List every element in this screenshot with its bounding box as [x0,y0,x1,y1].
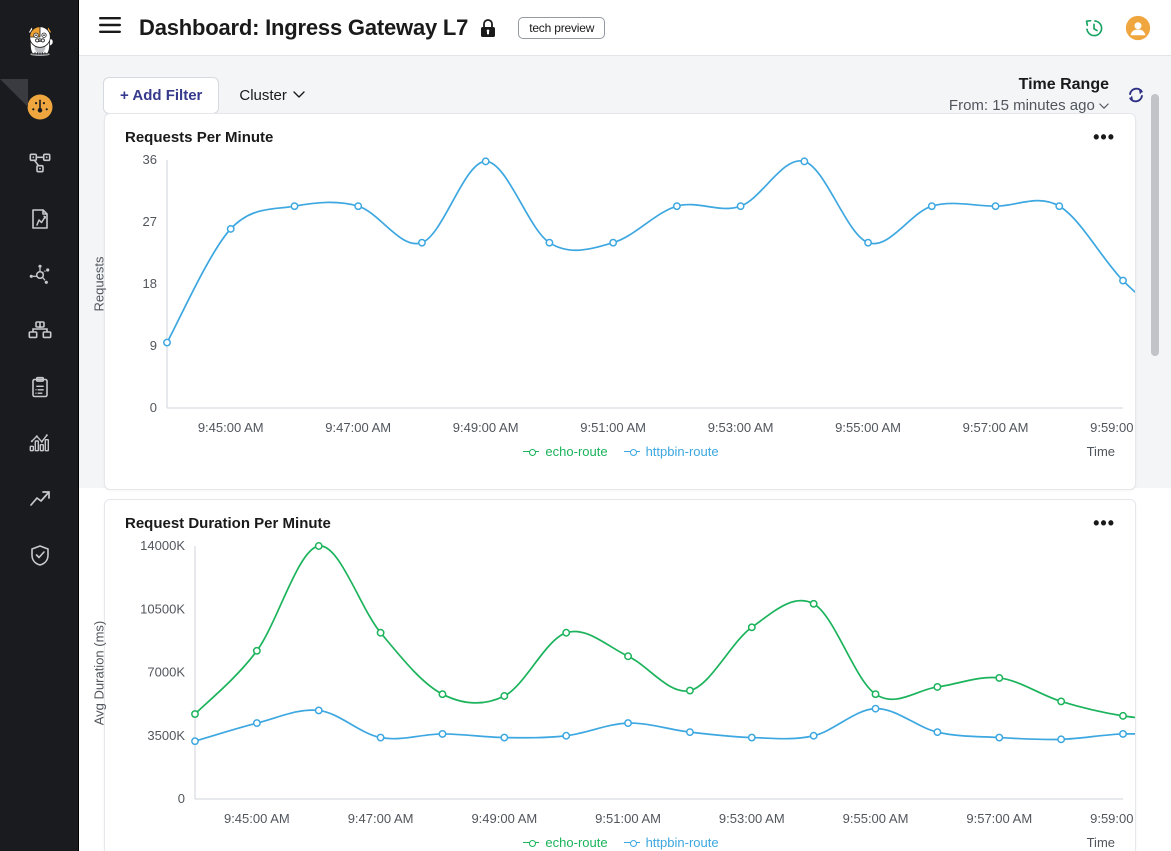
svg-text:9:45:00 AM: 9:45:00 AM [198,420,264,435]
svg-text:9:47:00 AM: 9:47:00 AM [348,811,414,826]
svg-text:9:55:00 AM: 9:55:00 AM [843,811,909,826]
svg-text:7000K: 7000K [147,665,185,680]
svg-text:9:47:00 AM: 9:47:00 AM [325,420,391,435]
svg-text:9:45:00 AM: 9:45:00 AM [224,811,290,826]
svg-text:9:51:00 AM: 9:51:00 AM [580,420,646,435]
svg-text:9:57:00 AM: 9:57:00 AM [966,811,1032,826]
svg-text:3500K: 3500K [147,728,185,743]
svg-text:9:49:00 AM: 9:49:00 AM [471,811,537,826]
svg-text:9:59:00 AM: 9:59:00 AM [1090,420,1135,435]
svg-text:10500K: 10500K [140,601,185,616]
svg-text:9:49:00 AM: 9:49:00 AM [453,420,519,435]
svg-text:9:51:00 AM: 9:51:00 AM [595,811,661,826]
svg-text:14000K: 14000K [140,538,185,553]
svg-text:27: 27 [143,214,157,229]
svg-text:36: 36 [143,152,157,167]
svg-text:0: 0 [150,400,157,415]
svg-text:9:57:00 AM: 9:57:00 AM [963,420,1029,435]
svg-text:9:55:00 AM: 9:55:00 AM [835,420,901,435]
svg-text:9:53:00 AM: 9:53:00 AM [719,811,785,826]
svg-text:18: 18 [143,276,157,291]
svg-text:9:59:00 AM: 9:59:00 AM [1090,811,1135,826]
svg-text:9: 9 [150,338,157,353]
svg-text:9:53:00 AM: 9:53:00 AM [708,420,774,435]
svg-text:0: 0 [178,791,185,806]
